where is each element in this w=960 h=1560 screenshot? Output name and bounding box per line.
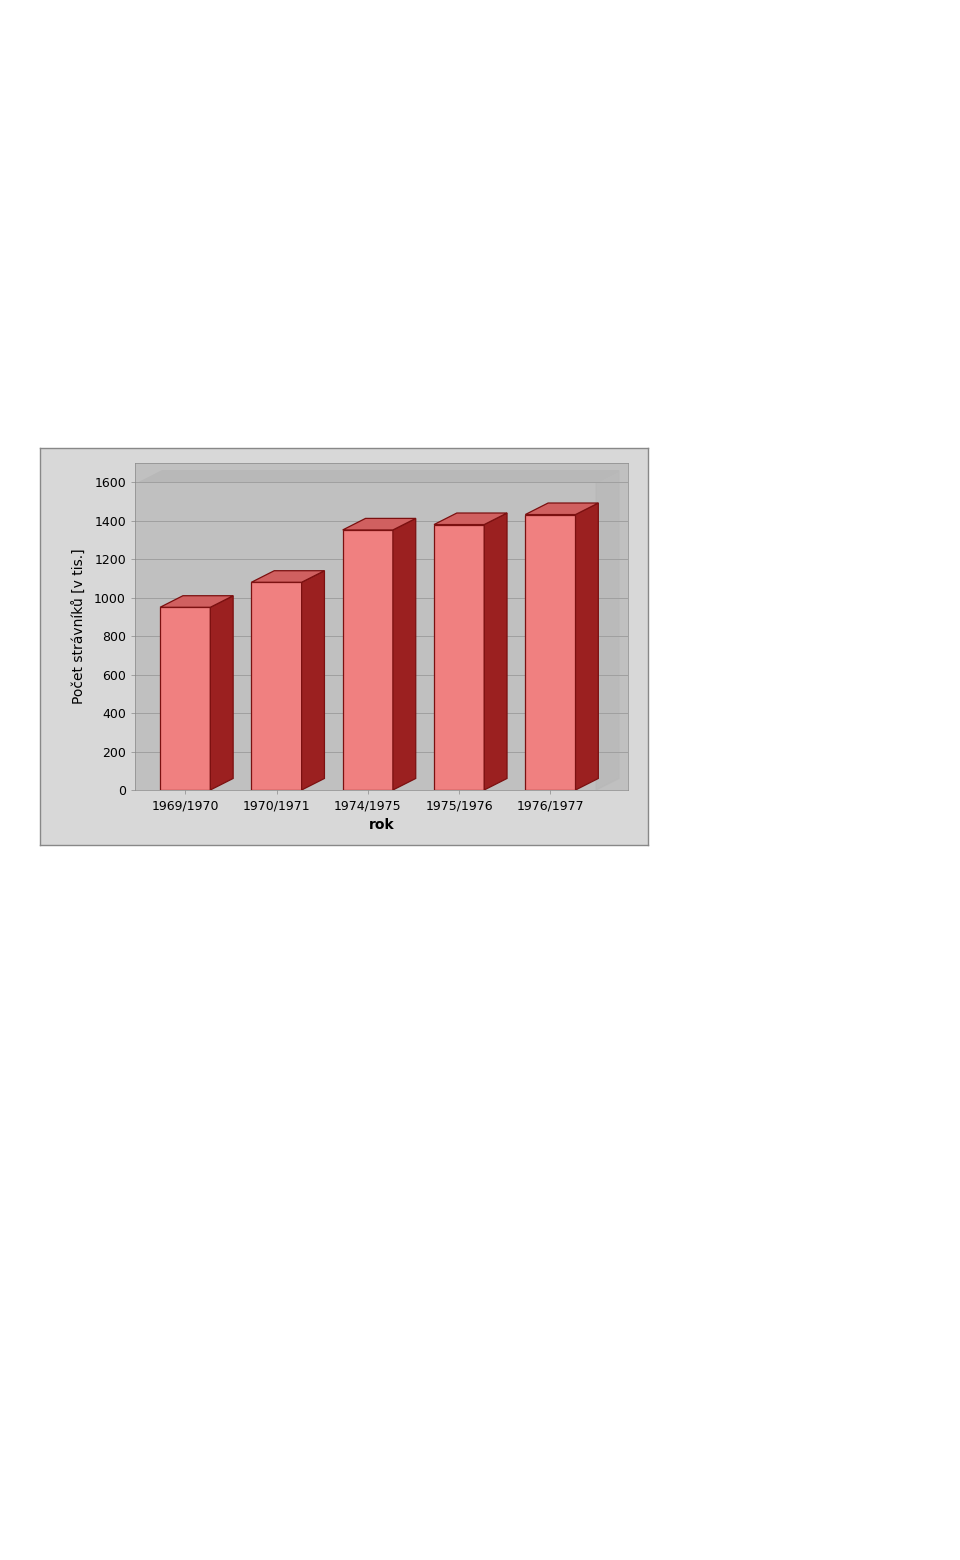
Polygon shape [210, 596, 233, 789]
Polygon shape [484, 513, 507, 789]
Y-axis label: Počet strávníků [v tis.]: Počet strávníků [v tis.] [73, 549, 87, 704]
Polygon shape [301, 571, 324, 789]
Polygon shape [160, 596, 233, 607]
Polygon shape [252, 571, 324, 582]
X-axis label: rok: rok [369, 817, 395, 831]
Polygon shape [434, 524, 484, 789]
Polygon shape [343, 518, 416, 530]
Polygon shape [596, 471, 619, 789]
Polygon shape [343, 530, 393, 789]
Polygon shape [160, 607, 210, 789]
Polygon shape [434, 513, 507, 524]
Polygon shape [393, 518, 416, 789]
Polygon shape [575, 502, 598, 789]
Polygon shape [525, 502, 598, 515]
Polygon shape [252, 582, 301, 789]
Polygon shape [525, 515, 575, 789]
Polygon shape [139, 471, 619, 482]
